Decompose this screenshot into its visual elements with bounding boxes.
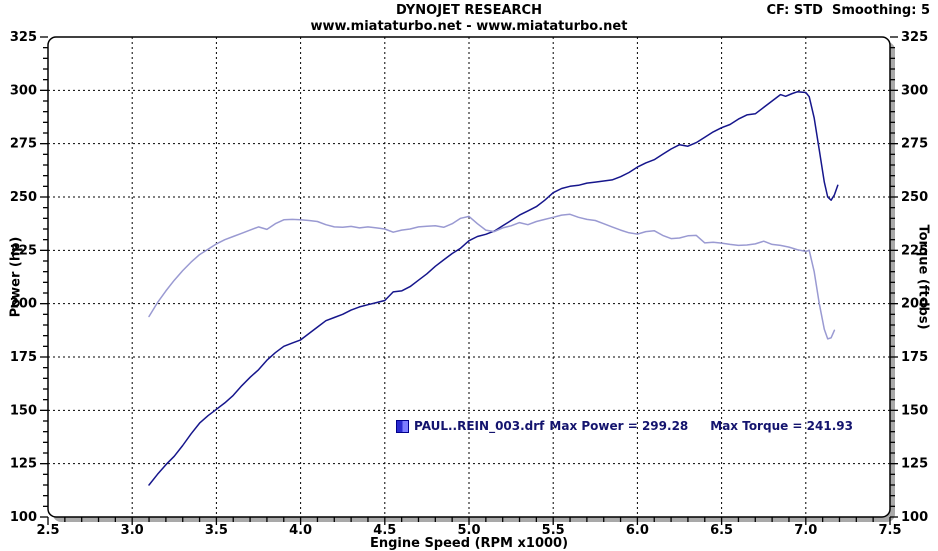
y-tick-label-left: 325 [10, 30, 37, 45]
page-title: DYNOJET RESEARCH [396, 3, 542, 18]
y-tick-label-left: 125 [10, 457, 37, 472]
power-curve [148, 91, 839, 486]
legend: PAUL..REIN_003.drf Max Power = 299.28 Ma… [396, 419, 853, 433]
x-tick-label: 3.0 [121, 523, 144, 538]
y-tick-label-left: 150 [10, 403, 37, 418]
y-tick-label-left: 100 [10, 510, 37, 525]
y-tick-label-left: 225 [10, 243, 37, 258]
y-tick-label-right: 325 [901, 30, 928, 45]
x-tick-label: 7.0 [794, 523, 817, 538]
torque-curve [148, 213, 836, 340]
y-tick-label-left: 275 [10, 137, 37, 152]
x-tick-label: 3.5 [205, 523, 228, 538]
legend-file-label: PAUL..REIN_003.drf [414, 419, 545, 433]
y-tick-label-right: 200 [901, 297, 928, 312]
x-tick-label: 6.5 [710, 523, 733, 538]
x-tick-label: 6.0 [626, 523, 649, 538]
y-tick-label-right: 125 [901, 457, 928, 472]
yaxis-right-title: Torque (ft-lbs) [915, 224, 931, 330]
legend-max-power: Max Power = 299.28 [549, 419, 689, 433]
y-tick-label-left: 250 [10, 190, 37, 205]
x-tick-label: 4.5 [373, 523, 396, 538]
y-tick-label-right: 150 [901, 403, 928, 418]
y-tick-label-left: 175 [10, 350, 37, 365]
legend-max-torque: Max Torque = 241.93 [710, 419, 853, 433]
x-tick-label: 5.0 [457, 523, 480, 538]
xaxis-title: Engine Speed (RPM x1000) [369, 536, 569, 551]
y-tick-label-right: 225 [901, 243, 928, 258]
y-tick-label-right: 250 [901, 190, 928, 205]
y-tick-label-right: 300 [901, 83, 928, 98]
x-tick-label: 5.5 [542, 523, 565, 538]
x-tick-label: 2.5 [36, 523, 59, 538]
y-tick-label-left: 200 [10, 297, 37, 312]
y-tick-label-right: 100 [901, 510, 928, 525]
y-tick-label-left: 300 [10, 83, 37, 98]
y-tick-label-right: 275 [901, 137, 928, 152]
page-subtitle: www.miataturbo.net - www.miataturbo.net [310, 19, 628, 34]
y-tick-label-right: 175 [901, 350, 928, 365]
x-tick-label: 7.5 [878, 523, 901, 538]
correction-smoothing-note: CF: STD Smoothing: 5 [766, 3, 930, 18]
series-marker-icon [396, 419, 409, 433]
yaxis-left-title: Power (hp) [8, 236, 24, 318]
x-tick-label: 4.0 [289, 523, 312, 538]
